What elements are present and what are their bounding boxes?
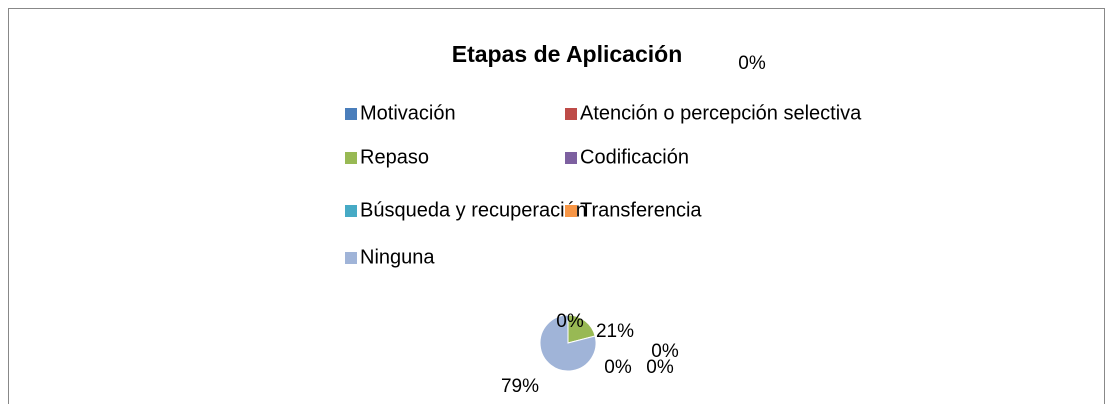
legend-label: Repaso [360, 146, 429, 168]
legend-label: Motivación [360, 102, 456, 124]
data-label: 0% [646, 357, 674, 378]
legend-swatch [345, 108, 357, 120]
legend-label: Ninguna [360, 246, 435, 268]
legend-swatch [565, 152, 577, 164]
data-label: 0% [738, 53, 766, 74]
data-label: 79% [501, 376, 539, 397]
data-label: 0% [651, 341, 679, 362]
data-label: 0% [556, 311, 584, 332]
legend-label: Atención o percepción selectiva [580, 102, 862, 124]
chart-title: Etapas de Aplicación [452, 41, 683, 67]
legend-swatch [345, 205, 357, 217]
pie-slice [539, 314, 597, 372]
data-label: 0% [604, 357, 632, 378]
legend-label: Codificación [580, 146, 689, 168]
legend-label: Búsqueda y recuperación [360, 199, 587, 221]
legend-label: Transferencia [580, 199, 702, 221]
legend-swatch [345, 152, 357, 164]
legend-swatch [345, 252, 357, 264]
legend-swatch [565, 108, 577, 120]
data-label: 21% [596, 321, 634, 342]
pie-slice [567, 314, 596, 344]
legend-swatch [565, 205, 577, 217]
